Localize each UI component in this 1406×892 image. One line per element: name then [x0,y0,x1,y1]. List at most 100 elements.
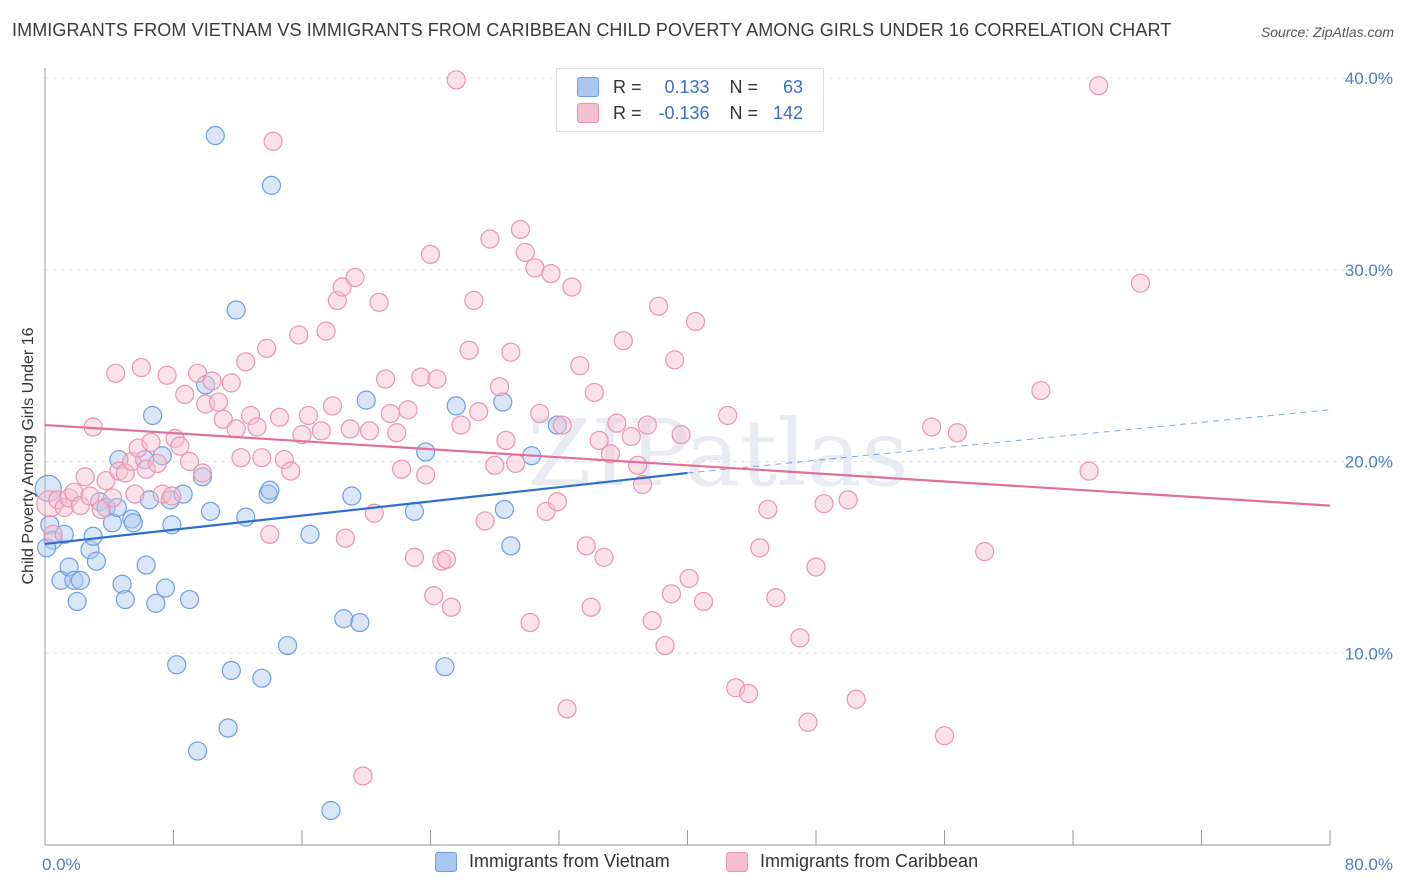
caribbean-point [581,597,601,617]
caribbean-point [335,528,355,548]
vietnam-point [321,800,341,821]
caribbean-point [838,490,858,510]
legend-n-value: 142 [773,102,804,123]
caribbean-point [922,417,942,437]
caribbean-point [298,405,319,426]
caribbean-point [642,611,662,631]
caribbean-point [43,524,63,544]
caribbean-point [289,325,309,345]
caribbean-point [480,229,500,249]
caribbean-point [1079,461,1099,481]
caribbean-point [96,471,116,491]
caribbean-point [562,277,582,297]
y-tick-label: 40.0% [1345,69,1393,88]
caribbean-point [628,455,648,475]
x-tick-label: 80.0% [1345,855,1393,874]
y-tick-label: 20.0% [1345,453,1393,472]
vietnam-point [218,718,238,738]
caribbean-point [141,432,161,452]
caribbean-point [231,448,251,468]
caribbean-point [738,683,759,704]
legend-r-label: R = [613,102,642,123]
bottom-legend-vietnam-label: Immigrants from Vietnam [469,851,670,871]
legend-r-value: -0.136 [658,102,710,123]
caribbean-point [424,586,444,606]
caribbean-point [420,244,441,265]
caribbean-point [613,331,633,351]
vietnam-point [102,513,123,533]
vietnam-swatch [577,77,599,97]
caribbean-point [102,488,123,508]
caribbean-point [353,766,373,786]
caribbean-point [584,382,604,403]
vietnam-swatch [435,851,457,872]
legend-row-vietnam: R = 0.133 N = 63 [577,75,803,99]
caribbean-trend-line [44,423,1331,507]
caribbean-point [257,338,277,358]
caribbean-point [292,425,312,445]
vietnam-point [155,578,176,598]
caribbean-point [147,453,168,474]
caribbean-point [541,263,561,284]
caribbean-point [552,415,572,435]
vietnam-point [277,635,298,656]
caribbean-point [661,584,682,604]
caribbean-point [446,70,466,90]
caribbean-point [547,492,567,512]
caribbean-point [260,524,280,544]
caribbean-point [485,455,505,475]
caribbean-point [332,277,352,297]
caribbean-point [648,296,669,316]
caribbean-point [387,423,407,443]
caribbean-point [345,267,365,288]
caribbean-point [947,423,967,443]
caribbean-point [576,536,596,556]
caribbean-point [766,588,786,608]
vietnam-point [416,442,436,462]
bottom-legend-vietnam: Immigrants from Vietnam [435,851,670,872]
caribbean-point [311,421,331,441]
caribbean-point [436,549,457,569]
vietnam-point [34,474,62,502]
caribbean-point [621,426,641,447]
vietnam-point [221,660,241,681]
caribbean-point [464,290,484,311]
caribbean-point [162,486,182,506]
caribbean-point [170,436,190,456]
caribbean-point [241,405,261,426]
caribbean-point [263,131,283,151]
vietnam-point [494,499,514,520]
caribbean-point [600,444,621,464]
y-tick-label: 10.0% [1345,644,1393,663]
caribbean-point [520,612,540,633]
caribbean-point [530,403,550,424]
caribbean-point [750,538,770,558]
vietnam-point [54,524,74,544]
caribbean-point [375,369,396,389]
caribbean-point [340,419,360,439]
watermark: ZIPatlas [527,400,908,507]
caribbean-point [70,496,90,516]
caribbean-point [718,405,738,426]
caribbean-point [192,463,213,483]
caribbean-point [115,463,135,483]
caribbean-swatch [577,103,599,123]
series-caribbean-points [36,70,1151,786]
vietnam-point [146,593,166,613]
vietnam-point [547,415,567,435]
caribbean-point [798,712,818,732]
vietnam-point [86,551,107,571]
caribbean-point [247,417,267,437]
caribbean-point [131,357,151,378]
caribbean-point [152,484,172,504]
caribbean-point [75,467,95,487]
vietnam-point [200,501,221,521]
caribbean-point [1089,76,1109,96]
caribbean-point [594,547,614,567]
chart-source: Source: ZipAtlas.com [1260,24,1394,40]
caribbean-point [451,415,471,435]
vietnam-trend-extension [687,409,1331,474]
vietnam-point [493,392,513,412]
caribbean-point [671,425,691,445]
